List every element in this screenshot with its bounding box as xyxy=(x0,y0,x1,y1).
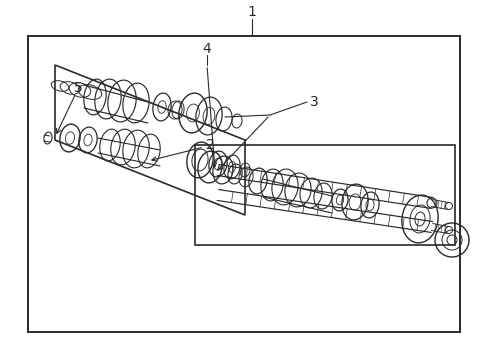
Text: 1: 1 xyxy=(247,5,256,19)
Text: 3: 3 xyxy=(309,95,318,109)
Text: 2: 2 xyxy=(205,138,214,152)
Bar xyxy=(28,36,459,332)
Text: 5: 5 xyxy=(74,81,82,95)
Text: 4: 4 xyxy=(202,42,211,56)
